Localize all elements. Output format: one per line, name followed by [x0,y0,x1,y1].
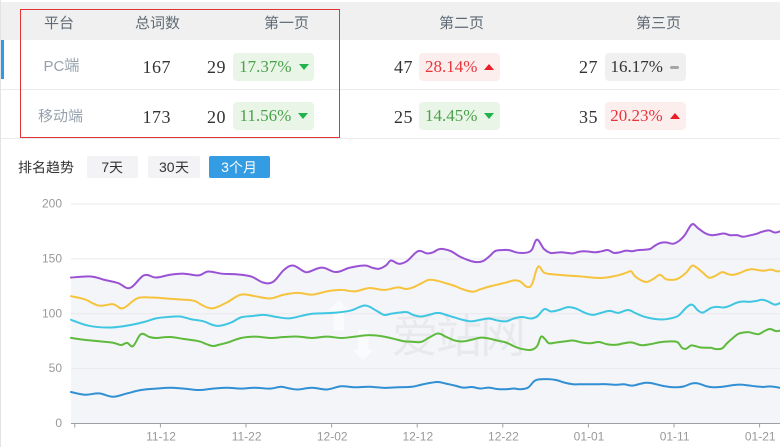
svg-text:12-12: 12-12 [402,430,433,444]
svg-text:01-11: 01-11 [660,430,690,444]
svg-text:01-21: 01-21 [745,430,776,444]
svg-text:50: 50 [49,361,63,375]
svg-text:150: 150 [42,251,62,265]
svg-text:11-22: 11-22 [232,430,262,444]
svg-text:12-22: 12-22 [488,430,519,444]
svg-text:100: 100 [42,306,62,320]
svg-text:01-01: 01-01 [574,430,605,444]
svg-text:0: 0 [55,416,62,430]
svg-text:200: 200 [42,197,62,211]
svg-text:11-12: 11-12 [146,430,176,444]
svg-text:12-02: 12-02 [317,430,348,444]
